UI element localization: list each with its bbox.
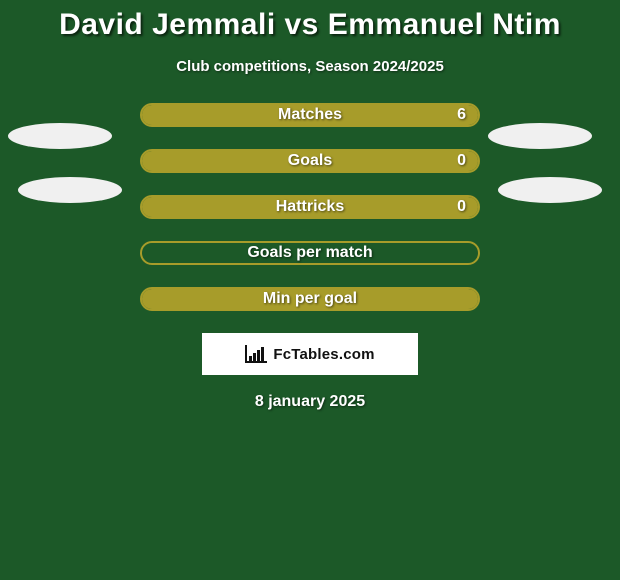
bar-track: Min per goal [140,287,480,311]
bar-label: Goals [288,152,332,170]
root: David Jemmali vs Emmanuel Ntim Club comp… [0,0,620,580]
bar-label: Matches [278,106,342,124]
logo-box: FcTables.com [202,333,418,375]
stat-row: Goals per match [0,241,620,265]
bar-label: Min per goal [263,290,357,308]
bar-track: Goals 0 [140,149,480,173]
bar-label: Goals per match [247,244,372,262]
date-label: 8 january 2025 [0,393,620,411]
stat-row: Min per goal [0,287,620,311]
bar-value: 0 [457,198,466,216]
bar-label: Hattricks [276,198,344,216]
subtitle: Club competitions, Season 2024/2025 [0,58,620,75]
bar-value: 0 [457,152,466,170]
stat-row: Hattricks 0 [0,195,620,219]
stat-row: Goals 0 [0,149,620,173]
logo-chart-icon [245,345,267,363]
bar-track: Goals per match [140,241,480,265]
stat-row: Matches 6 [0,103,620,127]
logo-text: FcTables.com [273,346,374,363]
bar-value: 6 [457,106,466,124]
bar-track: Matches 6 [140,103,480,127]
page-title: David Jemmali vs Emmanuel Ntim [0,0,620,42]
bar-track: Hattricks 0 [140,195,480,219]
